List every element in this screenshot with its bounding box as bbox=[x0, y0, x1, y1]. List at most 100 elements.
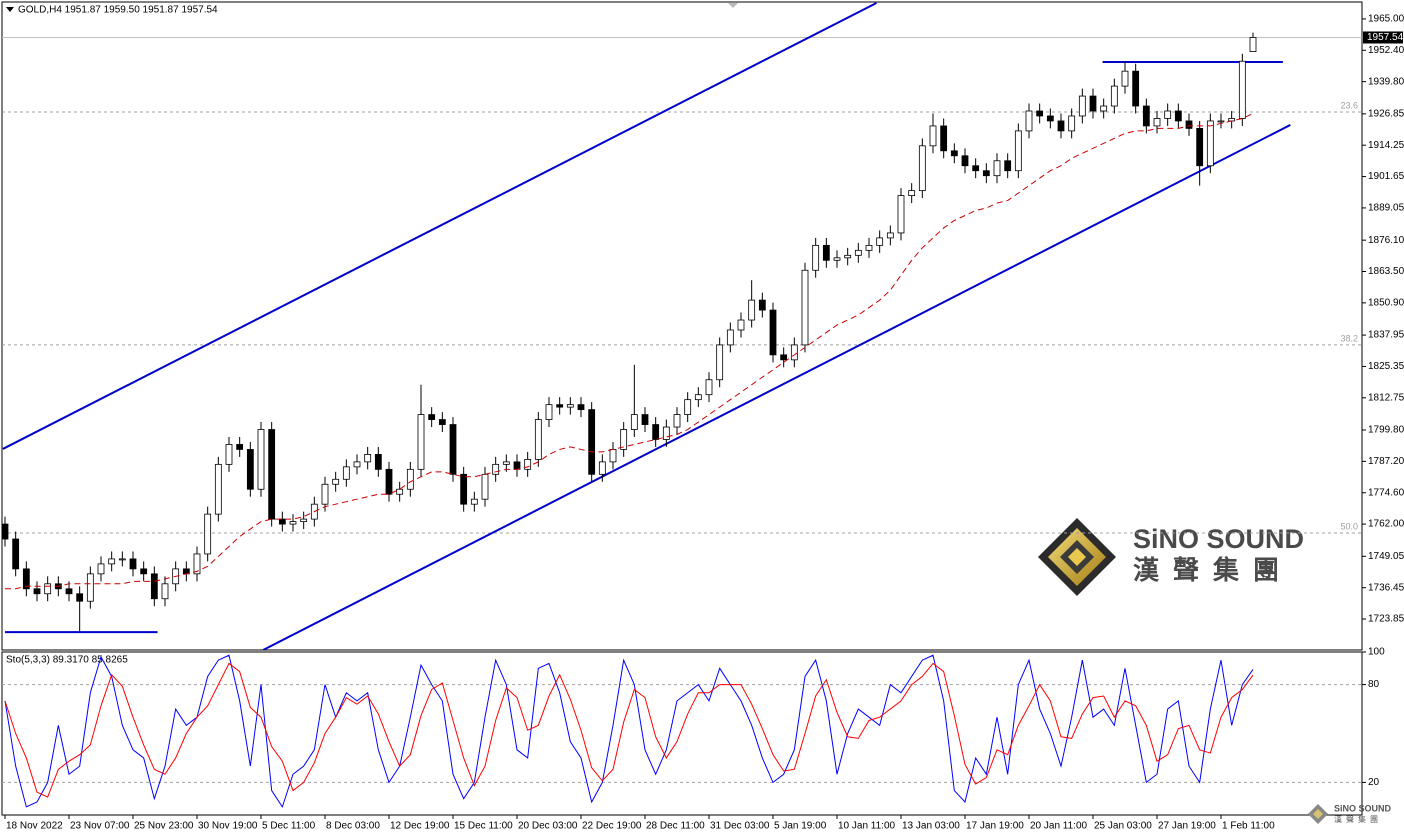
watermark-logo: SiNO SOUND 漢聲集團 bbox=[1038, 518, 1304, 596]
x-tick-label: 18 Nov 2022 bbox=[6, 821, 63, 832]
indicator-line bbox=[4, 662, 1254, 798]
candle-body bbox=[22, 568, 30, 590]
candle-body bbox=[1057, 120, 1065, 132]
y-tick-label: 1723.85 bbox=[1368, 614, 1404, 625]
candle-body bbox=[630, 414, 638, 430]
candle-body bbox=[236, 444, 244, 450]
candle-body bbox=[364, 454, 372, 463]
candle-body bbox=[886, 232, 894, 239]
x-tick-label: 31 Dec 03:00 bbox=[710, 821, 770, 832]
x-tick-label: 13 Jan 03:00 bbox=[902, 821, 960, 832]
candle-body bbox=[1217, 120, 1225, 123]
candle-body bbox=[716, 344, 724, 381]
candle-body bbox=[673, 414, 681, 428]
candle-body bbox=[417, 414, 425, 470]
y-tick-label: 1812.75 bbox=[1368, 392, 1404, 403]
logo-brand: SiNO SOUND bbox=[1133, 524, 1304, 554]
candle-body bbox=[374, 454, 382, 470]
y-tick-label: 1774.60 bbox=[1368, 487, 1404, 498]
candle-body bbox=[214, 463, 222, 515]
candle-body bbox=[801, 269, 809, 346]
indicator-title: Sto(5,3,3) 89.3170 85.8265 bbox=[6, 655, 128, 666]
candle-body bbox=[812, 244, 820, 271]
candle-body bbox=[108, 558, 116, 565]
x-tick-label: 10 Jan 11:00 bbox=[838, 821, 896, 832]
corner-logo: SiNO SOUND 漢聲集團 bbox=[1308, 803, 1392, 824]
candle-body bbox=[246, 449, 254, 490]
indicator-plot bbox=[2, 654, 1362, 808]
scroll-marker bbox=[728, 3, 738, 8]
candle-body bbox=[428, 414, 436, 420]
candle-body bbox=[1196, 128, 1204, 167]
x-tick-label: 17 Jan 19:00 bbox=[966, 821, 1024, 832]
candle-body bbox=[1100, 105, 1108, 112]
x-tick-label: 25 Jan 03:00 bbox=[1094, 821, 1152, 832]
candle-body bbox=[588, 409, 596, 475]
candle-body bbox=[534, 419, 542, 460]
candle-body bbox=[193, 553, 201, 575]
candle-body bbox=[748, 299, 756, 321]
x-tick-label: 23 Nov 07:00 bbox=[70, 821, 130, 832]
candle-body bbox=[502, 461, 510, 465]
candle-body bbox=[150, 573, 158, 600]
candle-body bbox=[950, 150, 958, 157]
candle-body bbox=[257, 429, 265, 490]
candle-body bbox=[129, 558, 137, 570]
candle-body bbox=[694, 394, 702, 401]
candle-body bbox=[289, 521, 297, 525]
current-price-box bbox=[1363, 31, 1403, 44]
candle-body bbox=[406, 468, 414, 490]
candle-body bbox=[1153, 118, 1161, 127]
candle-body bbox=[385, 468, 393, 495]
y-tick-label: 1736.45 bbox=[1368, 582, 1404, 593]
candle-body bbox=[2, 523, 9, 540]
x-tick-label: 20 Dec 03:00 bbox=[518, 821, 578, 832]
candle-body bbox=[161, 583, 169, 600]
candle-body bbox=[918, 145, 926, 192]
y-tick-label: 1889.05 bbox=[1368, 203, 1404, 214]
y-tick-label: 1837.95 bbox=[1368, 330, 1404, 341]
candle-body bbox=[556, 404, 564, 408]
fib-label: 23.6 bbox=[1340, 100, 1358, 110]
candle-body bbox=[577, 404, 585, 411]
candle-body bbox=[833, 257, 841, 261]
candle-body bbox=[652, 424, 660, 440]
candle-body bbox=[1132, 70, 1140, 107]
candle-body bbox=[492, 463, 500, 475]
candle-body bbox=[790, 344, 798, 361]
candle-body bbox=[332, 478, 340, 485]
candle-body bbox=[620, 429, 628, 450]
y-tick-label: 1850.90 bbox=[1368, 297, 1404, 308]
candle-body bbox=[118, 558, 126, 561]
x-tick-label: 5 Jan 19:00 bbox=[774, 821, 827, 832]
fib-label: 38.2 bbox=[1340, 333, 1358, 343]
candle-body bbox=[769, 309, 777, 356]
candle-body bbox=[76, 593, 84, 602]
x-tick-label: 5 Dec 11:00 bbox=[262, 821, 316, 832]
indicator-y-tick-label: 100 bbox=[1368, 647, 1385, 658]
indicator-y-tick-label: 80 bbox=[1368, 679, 1380, 690]
candle-body bbox=[268, 429, 276, 520]
candle-body bbox=[1110, 85, 1118, 107]
candle-body bbox=[1164, 110, 1172, 119]
y-tick-label: 1863.50 bbox=[1368, 266, 1404, 277]
candle-body bbox=[566, 404, 574, 408]
y-tick-label: 1825.35 bbox=[1368, 361, 1404, 372]
candle-body bbox=[438, 419, 446, 425]
candle-body bbox=[726, 329, 734, 346]
candle-body bbox=[1185, 120, 1193, 129]
y-tick-label: 1787.20 bbox=[1368, 456, 1404, 467]
candle-body bbox=[396, 488, 404, 495]
chart-title: GOLD,H4 1951.87 1959.50 1951.87 1957.54 bbox=[18, 5, 218, 16]
candle-body bbox=[1036, 110, 1044, 117]
candle-body bbox=[278, 518, 286, 525]
candle-body bbox=[1121, 70, 1129, 87]
y-tick-label: 1876.10 bbox=[1368, 235, 1404, 246]
candle-body bbox=[225, 444, 233, 465]
candle-body bbox=[300, 518, 308, 522]
logo-brand-cn: 漢聲集團 bbox=[1133, 555, 1293, 585]
x-tick-label: 12 Dec 19:00 bbox=[390, 821, 450, 832]
candle-body bbox=[524, 458, 532, 470]
